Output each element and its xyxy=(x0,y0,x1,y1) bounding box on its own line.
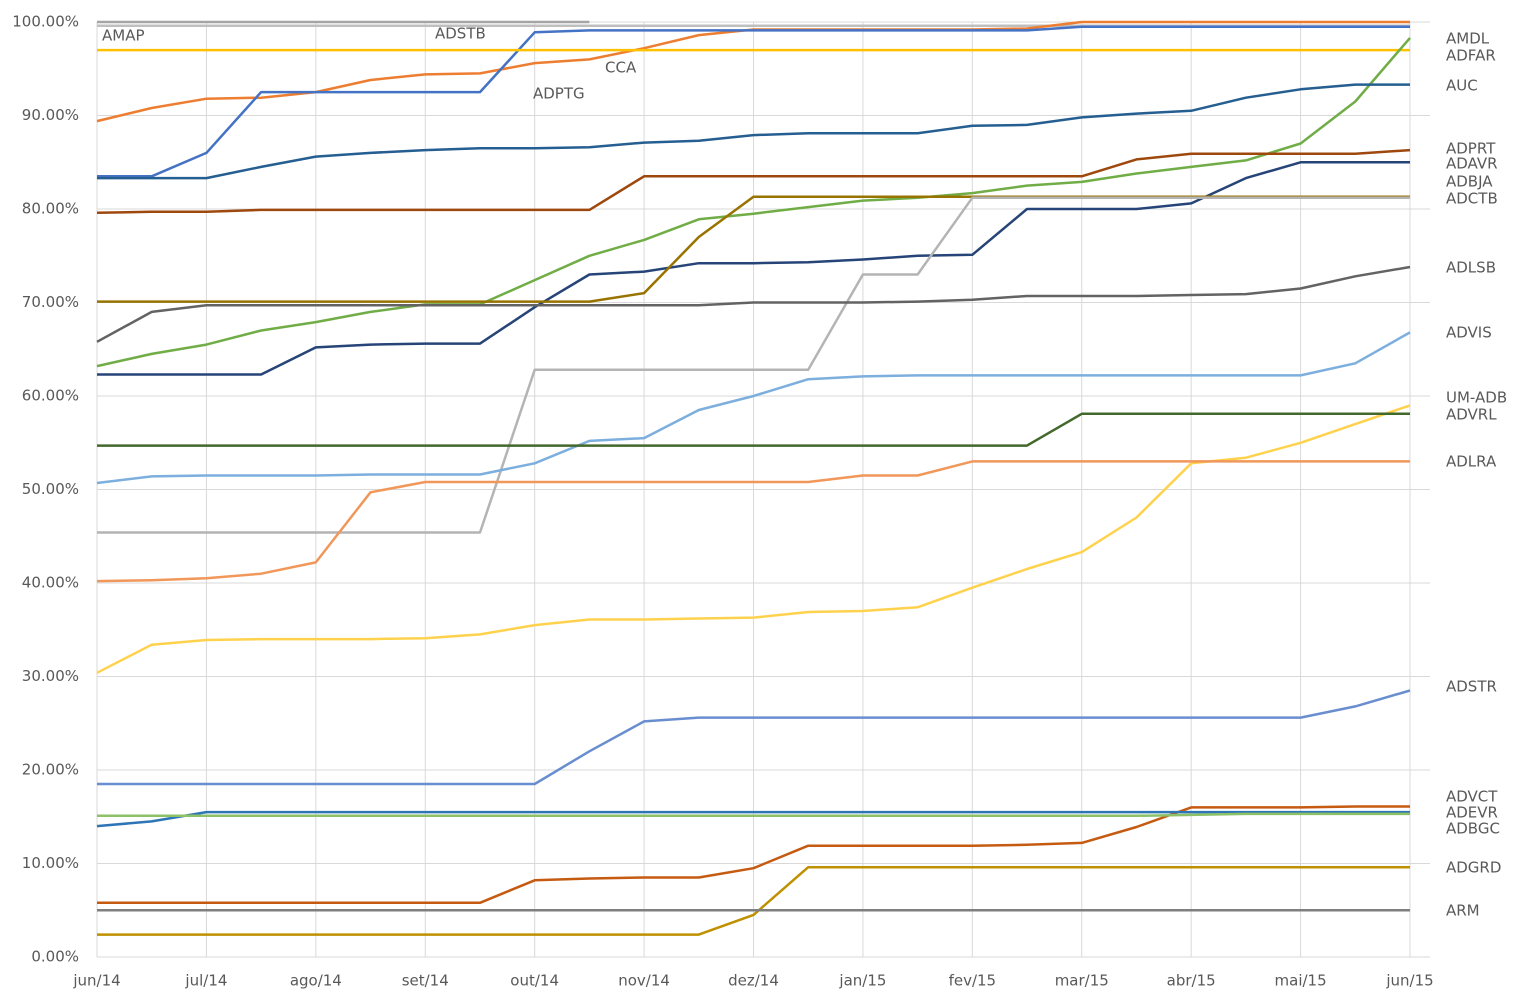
series-line xyxy=(97,83,1410,180)
series-label: ADPRT xyxy=(1446,140,1496,158)
series-label: UM-ADB xyxy=(1446,389,1507,407)
series-label: ARM xyxy=(1446,902,1480,920)
series-label: ADLSB xyxy=(1446,259,1496,277)
series-label: ADPTG xyxy=(533,85,585,103)
y-tick-label: 0.00% xyxy=(31,948,79,966)
series-line xyxy=(97,412,1410,447)
series-label: ADBJA xyxy=(1446,173,1493,191)
series-line xyxy=(97,805,1410,905)
x-tick-label: set/14 xyxy=(402,972,449,990)
series-label: ADSTR xyxy=(1446,678,1497,696)
x-tick-label: jan/15 xyxy=(838,972,886,990)
x-tick-label: nov/14 xyxy=(618,972,670,990)
series-line xyxy=(96,148,1411,214)
series-label: AMAP xyxy=(102,27,145,45)
series-label: ADSTB xyxy=(435,25,486,43)
series-line xyxy=(96,404,1411,674)
x-tick-label: mar/15 xyxy=(1055,972,1109,990)
x-tick-label: out/14 xyxy=(510,972,559,990)
series-label: AUC xyxy=(1446,77,1478,95)
series-line xyxy=(96,331,1411,485)
series-label: ADCTB xyxy=(1446,190,1498,208)
series-line xyxy=(97,865,1410,936)
y-tick-label: 80.00% xyxy=(22,200,79,218)
series-line xyxy=(97,196,1410,534)
series-line xyxy=(96,265,1411,343)
series-label: ADVRL xyxy=(1446,406,1497,424)
series-label: ADBGC xyxy=(1446,820,1500,838)
y-tick-label: 60.00% xyxy=(22,387,79,405)
x-tick-label: jun/15 xyxy=(1385,972,1433,990)
series-label: ADLRA xyxy=(1446,453,1497,471)
x-tick-label: abr/15 xyxy=(1167,972,1216,990)
y-tick-label: 90.00% xyxy=(22,106,79,124)
x-tick-label: mai/15 xyxy=(1275,972,1327,990)
y-tick-label: 70.00% xyxy=(22,293,79,311)
series-label: ADFAR xyxy=(1446,47,1496,65)
series-label: ADEVR xyxy=(1446,804,1498,822)
series-line xyxy=(97,812,1410,818)
series-label: ADAVR xyxy=(1446,155,1498,173)
series-line xyxy=(97,161,1410,376)
x-tick-label: dez/14 xyxy=(728,972,779,990)
x-tick-label: fev/15 xyxy=(949,972,997,990)
y-tick-label: 20.00% xyxy=(22,761,79,779)
series-label: ADVCT xyxy=(1446,788,1498,806)
series-label: ADVIS xyxy=(1446,324,1492,342)
series-line xyxy=(96,810,1410,828)
series-label: CCA xyxy=(605,59,637,77)
series-line xyxy=(96,460,1410,583)
y-tick-label: 10.00% xyxy=(22,854,79,872)
series-line xyxy=(97,689,1411,786)
x-tick-label: jul/14 xyxy=(184,972,227,990)
y-tick-label: 100.00% xyxy=(12,13,79,31)
y-tick-label: 30.00% xyxy=(22,667,79,685)
x-tick-label: ago/14 xyxy=(290,972,342,990)
series-label: AMDL xyxy=(1446,30,1490,48)
series-line xyxy=(96,37,1411,368)
series-label: ADGRD xyxy=(1446,859,1501,877)
series-line xyxy=(97,25,1410,178)
x-tick-label: jun/14 xyxy=(72,972,120,990)
y-tick-label: 40.00% xyxy=(22,574,79,592)
y-tick-label: 50.00% xyxy=(22,480,79,498)
